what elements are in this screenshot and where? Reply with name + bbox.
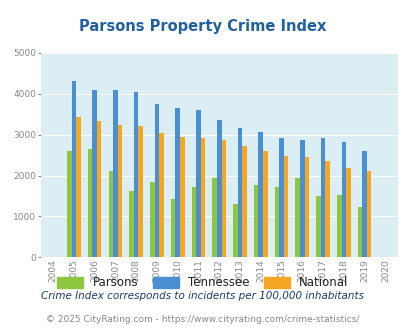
Bar	[212, 179, 216, 257]
Bar	[150, 182, 154, 257]
Text: © 2025 CityRating.com - https://www.cityrating.com/crime-statistics/: © 2025 CityRating.com - https://www.city…	[46, 315, 359, 324]
Bar	[274, 187, 279, 257]
Bar	[345, 168, 350, 257]
Bar	[113, 90, 117, 257]
Bar	[253, 185, 258, 257]
Bar	[320, 138, 324, 257]
Bar	[154, 104, 159, 257]
Bar	[71, 81, 76, 257]
Bar	[283, 156, 288, 257]
Bar	[221, 140, 226, 257]
Bar	[138, 126, 143, 257]
Bar	[262, 151, 267, 257]
Bar	[295, 179, 299, 257]
Bar	[175, 108, 179, 257]
Bar	[357, 207, 362, 257]
Bar	[324, 161, 329, 257]
Bar	[362, 150, 366, 257]
Text: Parsons Property Crime Index: Parsons Property Crime Index	[79, 19, 326, 34]
Bar	[279, 138, 283, 257]
Bar	[341, 142, 345, 257]
Bar	[336, 195, 341, 257]
Bar	[108, 172, 113, 257]
Bar	[366, 171, 371, 257]
Bar	[129, 191, 134, 257]
Bar	[232, 204, 237, 257]
Bar	[315, 196, 320, 257]
Bar	[117, 125, 122, 257]
Bar	[304, 157, 309, 257]
Bar	[237, 128, 242, 257]
Legend: Parsons, Tennessee, National: Parsons, Tennessee, National	[53, 272, 352, 294]
Bar	[159, 133, 163, 257]
Bar	[87, 149, 92, 257]
Bar	[242, 146, 246, 257]
Bar	[216, 120, 221, 257]
Bar	[200, 138, 205, 257]
Bar	[171, 199, 175, 257]
Bar	[97, 121, 101, 257]
Bar	[92, 90, 97, 257]
Bar	[196, 111, 200, 257]
Bar	[258, 132, 262, 257]
Bar	[179, 137, 184, 257]
Bar	[191, 187, 196, 257]
Bar	[67, 151, 71, 257]
Bar	[134, 92, 138, 257]
Bar	[299, 140, 304, 257]
Text: Crime Index corresponds to incidents per 100,000 inhabitants: Crime Index corresponds to incidents per…	[41, 291, 364, 301]
Bar	[76, 116, 81, 257]
